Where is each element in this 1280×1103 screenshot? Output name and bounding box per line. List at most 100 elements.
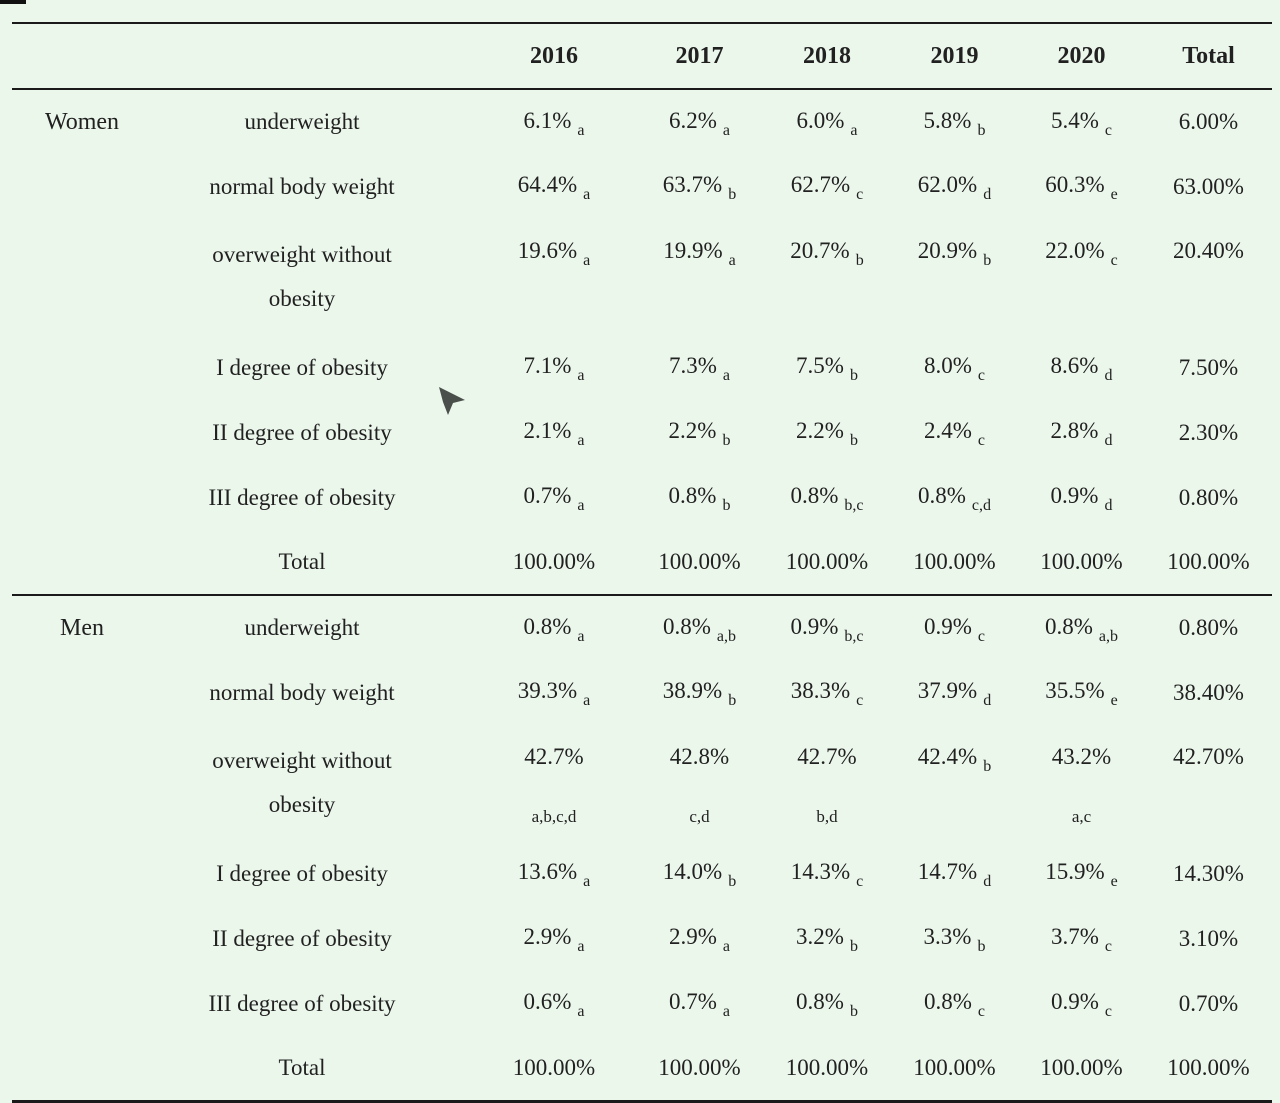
value-cell: 2.30% <box>1145 400 1272 465</box>
significance-subscript: a <box>583 186 591 203</box>
value-cell: 0.80% <box>1145 465 1272 530</box>
significance-subscript: b <box>849 1003 858 1020</box>
percentage-value: 0.8% <box>917 483 966 508</box>
significance-subscript: a <box>722 121 731 139</box>
significance-subscript: b <box>849 432 858 449</box>
significance-subscript: e <box>1110 692 1118 709</box>
significance-subscript: b,c <box>844 627 864 645</box>
category-label: normal body weight <box>209 679 395 705</box>
percentage-value: 0.8% <box>668 483 717 508</box>
percentage-value: 62.7% <box>790 172 851 197</box>
value-cell: 5.8% b <box>891 89 1018 154</box>
group-label <box>12 971 152 1036</box>
value-cell: 100.00% <box>1145 530 1272 595</box>
percentage-value: 0.8% <box>1044 613 1093 639</box>
percentage-value: 62.0% <box>917 172 978 197</box>
value-cell: 2.2% b <box>628 400 763 465</box>
percentage-value: 100.00% <box>1040 1054 1123 1080</box>
percentage-value: 37.9% <box>917 678 978 703</box>
value-cell: 2.1% a <box>452 400 628 465</box>
percentage-value: 6.0% <box>796 107 845 133</box>
significance-subscript: d <box>1104 497 1113 514</box>
percentage-value: 19.9% <box>663 238 723 263</box>
percentage-value: 0.9% <box>1050 483 1099 508</box>
percentage-value: 60.3% <box>1045 172 1105 197</box>
percentage-value: 0.9% <box>923 613 972 639</box>
value-cell: 35.5% e <box>1018 660 1145 725</box>
table-row: II degree of obesity 2.1% a 2.2% b 2.2% b 2.4% c… <box>12 400 1272 465</box>
value-cell: 100.00% <box>1145 1036 1272 1101</box>
percentage-value: 14.30% <box>1173 860 1244 886</box>
value-cell: 14.0% b <box>628 841 763 906</box>
value-cell: 0.9% c <box>891 595 1018 660</box>
significance-subscript: a <box>850 121 858 139</box>
value-cell: 100.00% <box>891 1036 1018 1101</box>
significance-subscript: b,c <box>844 497 864 514</box>
significance-subscript: a <box>583 692 591 709</box>
value-cell: 6.0% a <box>763 89 891 154</box>
percentage-value: 0.8% <box>923 989 972 1014</box>
value-cell: 15.9% e <box>1018 841 1145 906</box>
significance-subscript: a,b <box>716 627 737 645</box>
significance-subscript: e <box>1110 873 1118 890</box>
value-cell: 20.40% <box>1145 219 1272 335</box>
value-cell: 0.8% a,b <box>628 595 763 660</box>
group-label <box>12 335 152 400</box>
category-label: II degree of obesity <box>212 925 392 951</box>
percentage-value: 3.7% <box>1050 924 1099 949</box>
group-label <box>12 530 152 595</box>
significance-subscript: a,c <box>1071 807 1092 826</box>
percentage-value: 2.30% <box>1178 419 1239 445</box>
percentage-value: 5.4% <box>1050 107 1099 133</box>
percentage-value: 20.40% <box>1173 238 1244 263</box>
value-cell: 100.00% <box>763 1036 891 1101</box>
value-cell: 7.5% b <box>763 335 891 400</box>
percentage-value: 100.00% <box>1167 549 1250 574</box>
value-cell: 0.6% a <box>452 971 628 1036</box>
value-cell: 3.10% <box>1145 906 1272 971</box>
header-year-2017: 2017 <box>675 42 724 69</box>
category-label: underweight <box>244 615 360 640</box>
percentage-value: 100.00% <box>658 1054 741 1080</box>
table-row: Total 100.00% 100.00% 100.00% 100.00% 100.00%… <box>12 530 1272 595</box>
significance-subscript: e <box>1110 186 1118 203</box>
group-label <box>12 906 152 971</box>
significance-subscript: a <box>583 252 591 269</box>
category-label: II degree of obesity <box>212 419 392 445</box>
group-label <box>12 725 152 841</box>
value-cell: 2.8% d <box>1018 400 1145 465</box>
percentage-value: 7.50% <box>1178 354 1239 380</box>
value-cell: 64.4% a <box>452 154 628 219</box>
value-cell: 100.00% <box>452 530 628 595</box>
value-cell: 38.9% b <box>628 660 763 725</box>
value-cell: 42.4% b <box>891 725 1018 841</box>
percentage-value: 7.1% <box>523 353 572 378</box>
value-cell: 100.00% <box>891 530 1018 595</box>
percentage-value: 0.8% <box>523 613 572 639</box>
significance-subscript: a <box>722 367 731 384</box>
percentage-value: 39.3% <box>517 678 578 703</box>
percentage-value: 0.70% <box>1178 990 1239 1016</box>
significance-subscript: c <box>856 692 864 709</box>
percentage-value: 2.4% <box>923 418 972 443</box>
value-cell: 63.00% <box>1145 154 1272 219</box>
value-cell: 0.8% a <box>452 595 628 660</box>
value-cell: 0.9% b,c <box>763 595 891 660</box>
percentage-value: 3.10% <box>1178 925 1239 951</box>
percentage-value: 7.3% <box>668 353 717 378</box>
value-cell: 8.0% c <box>891 335 1018 400</box>
significance-subscript: c <box>977 1003 986 1020</box>
percentage-value: 20.7% <box>790 238 850 263</box>
significance-subscript: c <box>977 367 986 384</box>
value-cell: 7.1% a <box>452 335 628 400</box>
value-cell: 19.9% a <box>628 219 763 335</box>
significance-subscript: c <box>1104 121 1113 139</box>
value-cell: 37.9% d <box>891 660 1018 725</box>
percentage-value: 2.2% <box>796 418 844 443</box>
significance-subscript: c <box>856 186 864 203</box>
value-cell: 22.0% c <box>1018 219 1145 335</box>
significance-subscript: a <box>577 367 585 384</box>
percentage-value: 63.7% <box>662 172 723 197</box>
significance-subscript: b <box>983 758 992 775</box>
significance-subscript: d <box>1104 367 1113 384</box>
